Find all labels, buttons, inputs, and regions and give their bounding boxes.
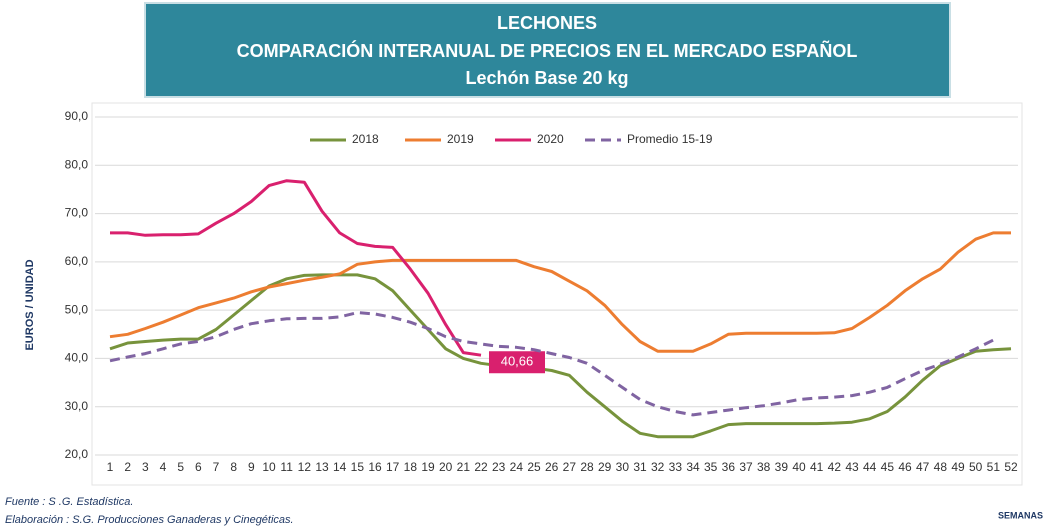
chart-subtitle: Lechón Base 20 kg (465, 68, 628, 88)
x-tick-label: 51 (987, 460, 1001, 474)
x-tick-label: 11 (280, 460, 293, 474)
x-tick-label: 49 (951, 460, 965, 474)
x-tick-label: 12 (298, 460, 312, 474)
source-note: Elaboración : S.G. Producciones Ganadera… (5, 514, 294, 526)
x-tick-label: 7 (213, 460, 220, 474)
legend-label: 2019 (447, 132, 474, 146)
x-tick-label: 38 (757, 460, 771, 474)
x-tick-label: 26 (545, 460, 559, 474)
y-tick-label: 70,0 (65, 206, 89, 220)
y-tick-label: 80,0 (65, 157, 89, 171)
x-tick-label: 40 (792, 460, 806, 474)
x-tick-label: 22 (474, 460, 488, 474)
x-tick-label: 13 (315, 460, 329, 474)
x-tick-label: 32 (651, 460, 665, 474)
y-tick-label: 20,0 (65, 447, 89, 461)
y-axis-label: EUROS / UNIDAD (24, 259, 36, 350)
x-tick-label: 50 (969, 460, 983, 474)
x-tick-label: 37 (739, 460, 753, 474)
y-tick-label: 30,0 (65, 399, 89, 413)
x-tick-label: 19 (421, 460, 435, 474)
x-tick-label: 36 (722, 460, 736, 474)
source-note: Fuente : S .G. Estadística. (5, 496, 133, 508)
x-tick-label: 2 (124, 460, 131, 474)
x-tick-label: 30 (616, 460, 630, 474)
y-tick-label: 40,0 (65, 351, 89, 365)
y-tick-label: 60,0 (65, 254, 89, 268)
x-tick-label: 6 (195, 460, 202, 474)
x-tick-label: 14 (333, 460, 347, 474)
x-tick-label: 1 (107, 460, 114, 474)
y-tick-label: 50,0 (65, 302, 89, 316)
x-tick-label: 39 (775, 460, 789, 474)
title-box (144, 2, 951, 98)
x-tick-label: 48 (934, 460, 948, 474)
series-line (110, 179, 482, 357)
x-tick-label: 29 (598, 460, 612, 474)
x-tick-label: 34 (686, 460, 700, 474)
x-tick-label: 10 (262, 460, 276, 474)
x-tick-label: 4 (160, 460, 167, 474)
x-tick-label: 47 (916, 460, 930, 474)
plot-border (91, 102, 1023, 486)
series-line (109, 273, 1012, 439)
x-tick-label: 16 (368, 460, 382, 474)
x-tick-label: 44 (863, 460, 877, 474)
x-tick-label: 9 (248, 460, 255, 474)
chart-title: LECHONES (497, 13, 597, 33)
x-tick-label: 23 (492, 460, 506, 474)
x-tick-label: 5 (177, 460, 184, 474)
legend-label: Promedio 15-19 (627, 132, 713, 146)
x-tick-label: 8 (230, 460, 237, 474)
x-tick-label: 17 (386, 460, 400, 474)
legend-label: 2018 (352, 132, 379, 146)
x-tick-label: 42 (828, 460, 842, 474)
legend-label: 2020 (537, 132, 564, 146)
x-tick-label: 27 (563, 460, 577, 474)
series-line (109, 311, 994, 417)
x-axis-label: SEMANAS (998, 510, 1043, 520)
x-tick-label: 52 (1004, 460, 1018, 474)
y-tick-label: 90,0 (65, 109, 89, 123)
chart-subtitle: COMPARACIÓN INTERANUAL DE PRECIOS EN EL … (237, 40, 858, 61)
x-tick-label: 21 (457, 460, 471, 474)
x-tick-label: 41 (810, 460, 824, 474)
x-tick-label: 46 (898, 460, 912, 474)
series-line (109, 231, 1011, 353)
x-tick-label: 24 (510, 460, 524, 474)
x-tick-label: 43 (845, 460, 859, 474)
x-tick-label: 18 (404, 460, 418, 474)
x-tick-label: 3 (142, 460, 149, 474)
x-tick-label: 35 (704, 460, 718, 474)
x-tick-label: 33 (669, 460, 683, 474)
x-tick-label: 15 (351, 460, 365, 474)
x-tick-label: 28 (580, 460, 594, 474)
x-tick-label: 45 (881, 460, 895, 474)
x-tick-label: 25 (527, 460, 541, 474)
data-label: 40,66 (501, 354, 534, 369)
data-label-box (489, 351, 545, 374)
x-tick-label: 31 (633, 460, 647, 474)
x-tick-label: 20 (439, 460, 453, 474)
